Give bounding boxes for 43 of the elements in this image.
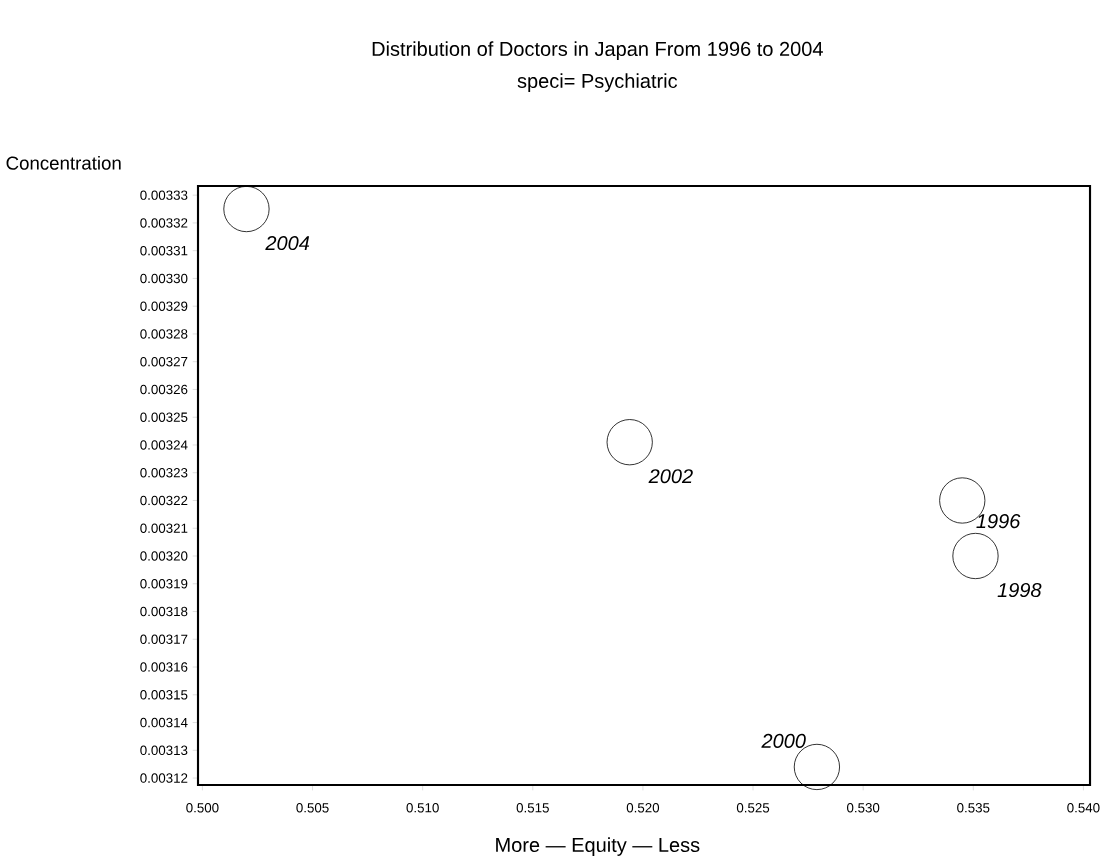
y-tick-label: 0.00327: [140, 356, 188, 367]
x-tick-label: 0.540: [1067, 803, 1100, 813]
point: [952, 532, 999, 580]
point: [223, 185, 270, 233]
x-tick-label: 0.510: [406, 803, 439, 813]
y-tick-label: 0.00318: [140, 606, 188, 617]
y-tick-label: 0.00322: [140, 495, 188, 506]
y-tick-label: 0.00323: [140, 468, 188, 478]
chart-subtitle: speci= Psychiatric: [517, 73, 678, 92]
point: [606, 419, 653, 466]
x-tick-label: 0.500: [186, 803, 219, 813]
y-tick-label: 0.00330: [140, 273, 188, 284]
y-tick-label: 0.00319: [140, 579, 188, 589]
x-tick-label: 0.530: [847, 803, 880, 813]
annotation: 2004: [265, 235, 310, 251]
y-tick-label: 0.00314: [140, 717, 188, 728]
y-tick-label: 0.00325: [140, 412, 188, 422]
x-tick-label: 0.525: [736, 803, 770, 813]
y-tick-label: 0.00320: [140, 551, 188, 561]
annotation: 1996: [976, 514, 1021, 529]
x-tick-label: 0.505: [296, 803, 329, 813]
x-tick-label: 0.520: [626, 803, 660, 813]
y-tick-label: 0.00329: [140, 301, 188, 311]
y-tick-label: 0.00324: [140, 440, 188, 450]
y-tick-label: 0.00321: [140, 523, 188, 533]
y-tick-label: 0.00317: [140, 634, 188, 644]
x-axis-title: More — Equity — Less: [496, 837, 700, 856]
x-tick-label: 0.515: [516, 803, 549, 813]
y-axis-title: Concentration: [6, 156, 121, 170]
y-tick-label: 0.00315: [140, 690, 188, 700]
y-tick-label: 0.00316: [140, 662, 188, 672]
y-tick-label: 0.00328: [140, 329, 188, 339]
y-tick-label: 0.00331: [140, 245, 188, 256]
y-tick-label: 0.00332: [140, 218, 188, 228]
x-tick-label: 0.535: [957, 803, 990, 813]
y-tick-label: 0.00312: [140, 773, 188, 783]
annotation: 2000: [761, 733, 806, 749]
chart-title: Distribution of Doctors in Japan From 1996 to 2004: [372, 41, 823, 60]
y-tick-label: 0.00333: [140, 190, 188, 200]
y-tick-label: 0.00313: [140, 745, 188, 756]
y-tick-label: 0.00326: [140, 384, 188, 395]
annotation: 2002: [648, 469, 693, 484]
annotation: 1998: [997, 582, 1042, 598]
